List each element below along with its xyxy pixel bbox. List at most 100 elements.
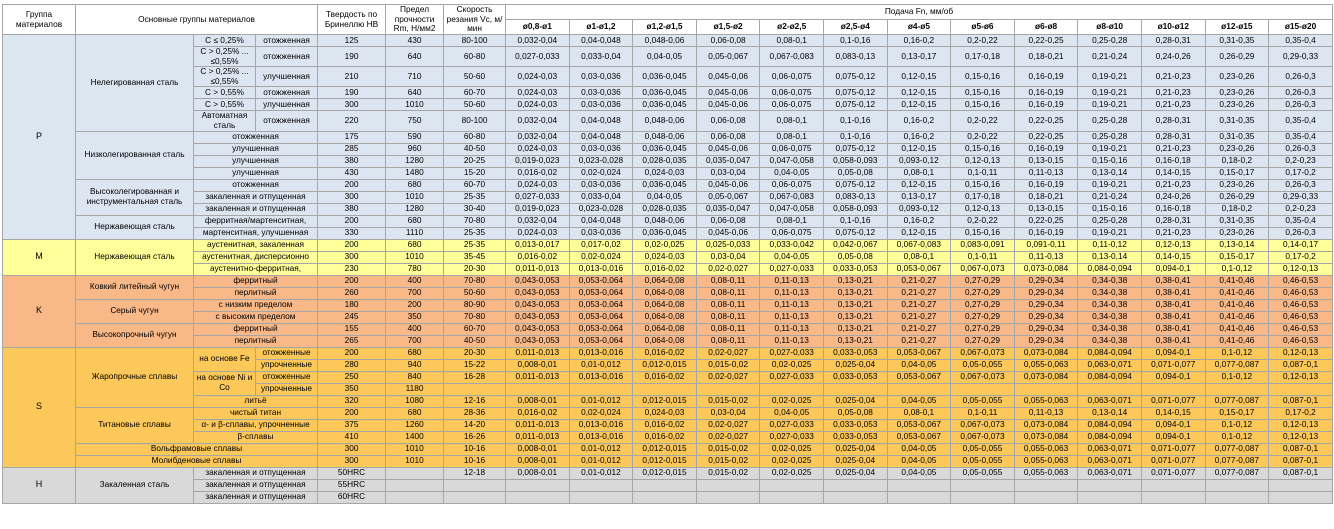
feed-value: 0,21-0,24 [1077,45,1142,68]
hardness-value: 300 [317,454,387,468]
strength-value: 590 [385,130,445,144]
feed-value: 0,21-0,23 [1140,98,1206,112]
feed-value: 0,13-0,14 [1077,406,1142,420]
material-condition: ферритная/мартенситная, [192,214,319,228]
feed-value: 0,027-0,033 [759,430,824,444]
empty-cell [505,490,570,504]
feed-value: 0,04-0,05 [886,442,952,456]
material-subgroup: Жаропрочные сплавы [75,346,194,408]
feed-value: 0,008-0,01 [505,442,570,456]
feed-value: 0,032-0,04 [505,34,570,47]
feed-value: 0,16-0,19 [1013,178,1079,192]
feed-value: 0,071-0,077 [1140,442,1206,456]
feed-value: 0,16-0,2 [886,34,952,47]
feed-value: 0,055-0,063 [1013,442,1079,456]
speed-value: 15-22 [443,358,507,372]
feed-value: 0,12-0,13 [1268,430,1333,444]
feed-value: 0,35-0,4 [1268,214,1333,228]
feed-value: 0,11-0,13 [1013,250,1079,264]
feed-value: 0,26-0,3 [1268,226,1333,240]
feed-value: 0,22-0,25 [1013,214,1079,228]
feed-value: 0,064-0,08 [632,310,697,324]
feed-value: 0,35-0,4 [1268,130,1333,144]
feed-value: 0,03-0,036 [568,66,634,88]
feed-value: 0,23-0,26 [1204,98,1270,112]
feed-value: 0,15-0,16 [950,86,1015,100]
feed-value: 0,045-0,06 [695,86,761,100]
empty-cell [1204,382,1270,396]
feed-value: 0,05-0,055 [950,394,1015,408]
feed-value: 0,045-0,06 [695,178,761,192]
feed-value: 0,043-0,053 [505,322,570,336]
feed-value: 0,15-0,16 [950,142,1015,156]
feed-value: 0,011-0,013 [505,430,570,444]
hardness-value: 230 [317,262,387,276]
feed-value: 0,067-0,073 [950,430,1015,444]
feed-value: 0,013-0,016 [568,346,634,360]
empty-cell [1140,382,1206,396]
speed-value: 30-40 [443,202,507,216]
feed-value: 0,05-0,055 [950,466,1015,480]
empty-cell [695,478,761,492]
feed-value: 0,18-0,2 [1204,154,1270,168]
feed-value: 0,013-0,017 [505,238,570,252]
feed-value: 0,41-0,46 [1204,322,1270,336]
feed-value: 0,06-0,075 [759,178,824,192]
feed-value: 0,058-0,093 [823,154,888,168]
feed-value: 0,02-0,025 [759,466,824,480]
hardness-value: 250 [317,370,387,384]
table-row: упрочненные 280 940 15-22 0,008-0,01 0,01-0,0… [3,358,1333,372]
feed-value: 0,04-0,048 [568,214,634,228]
feed-value: 0,053-0,064 [568,334,634,348]
table-body: P Нелегированная сталь С ≤ 0,25% отожженная… [2,34,1333,504]
feed-value: 0,11-0,13 [759,310,824,324]
feed-value: 0,033-0,042 [759,238,824,252]
feed-value: 0,04-0,05 [759,406,824,420]
speed-value: 40-50 [443,334,507,348]
hardness-value: 220 [317,110,387,132]
feed-value: 0,02-0,025 [759,442,824,456]
feed-value: 0,011-0,013 [505,262,570,276]
material-condition: С > 0,25% ... ≤0,55% [193,66,256,88]
feed-value: 0,02-0,024 [568,250,634,264]
strength-value: 1010 [385,98,445,112]
feed-value: 0,19-0,21 [1077,142,1142,156]
feed-value: 0,033-0,04 [568,190,634,204]
feed-value: 0,12-0,15 [886,178,952,192]
feed-value: 0,077-0,087 [1204,358,1270,372]
feed-value: 0,26-0,3 [1268,86,1333,100]
feed-value: 0,071-0,077 [1140,394,1206,408]
feed-value: 0,03-0,036 [568,142,634,156]
empty-cell [1013,478,1079,492]
feed-value: 0,032-0,04 [505,130,570,144]
feed-value: 0,04-0,048 [568,130,634,144]
table-row: закаленная и отпущенная 300 1010 25-35 0,027… [3,190,1333,204]
empty-cell [886,382,952,396]
feed-value: 0,04-0,05 [886,466,952,480]
feed-value: 0,38-0,41 [1140,322,1206,336]
feed-value: 0,025-0,033 [695,238,761,252]
feed-value: 0,41-0,46 [1204,310,1270,324]
material-condition: закаленная и отпущенная [192,490,319,504]
material-condition: упрочненные [254,382,319,396]
hardness-value: 380 [317,154,387,168]
strength-value: 1010 [385,190,445,204]
material-group: H [2,466,76,504]
feed-value: 0,46-0,53 [1268,286,1333,300]
feed-value: 0,11-0,13 [759,322,824,336]
feed-value: 0,16-0,2 [886,214,952,228]
feed-value: 0,073-0,084 [1013,262,1079,276]
material-condition: с высоким пределом [192,310,319,324]
strength-value: 640 [385,45,445,68]
speed-value: 25-35 [443,190,507,204]
feed-value: 0,19-0,21 [1077,66,1142,88]
feed-value: 0,036-0,045 [632,226,697,240]
feed-value: 0,033-0,04 [568,45,634,68]
table-row: С > 0,25% ... ≤0,55% отожженная 190 640 60-8… [3,45,1333,68]
material-condition: β-сплавы [192,430,319,444]
feed-value: 0,06-0,075 [759,142,824,156]
feed-value: 0,38-0,41 [1140,310,1206,324]
feed-value: 0,17-0,18 [950,190,1015,204]
feed-value: 0,12-0,15 [886,226,952,240]
feed-value: 0,067-0,073 [950,346,1015,360]
